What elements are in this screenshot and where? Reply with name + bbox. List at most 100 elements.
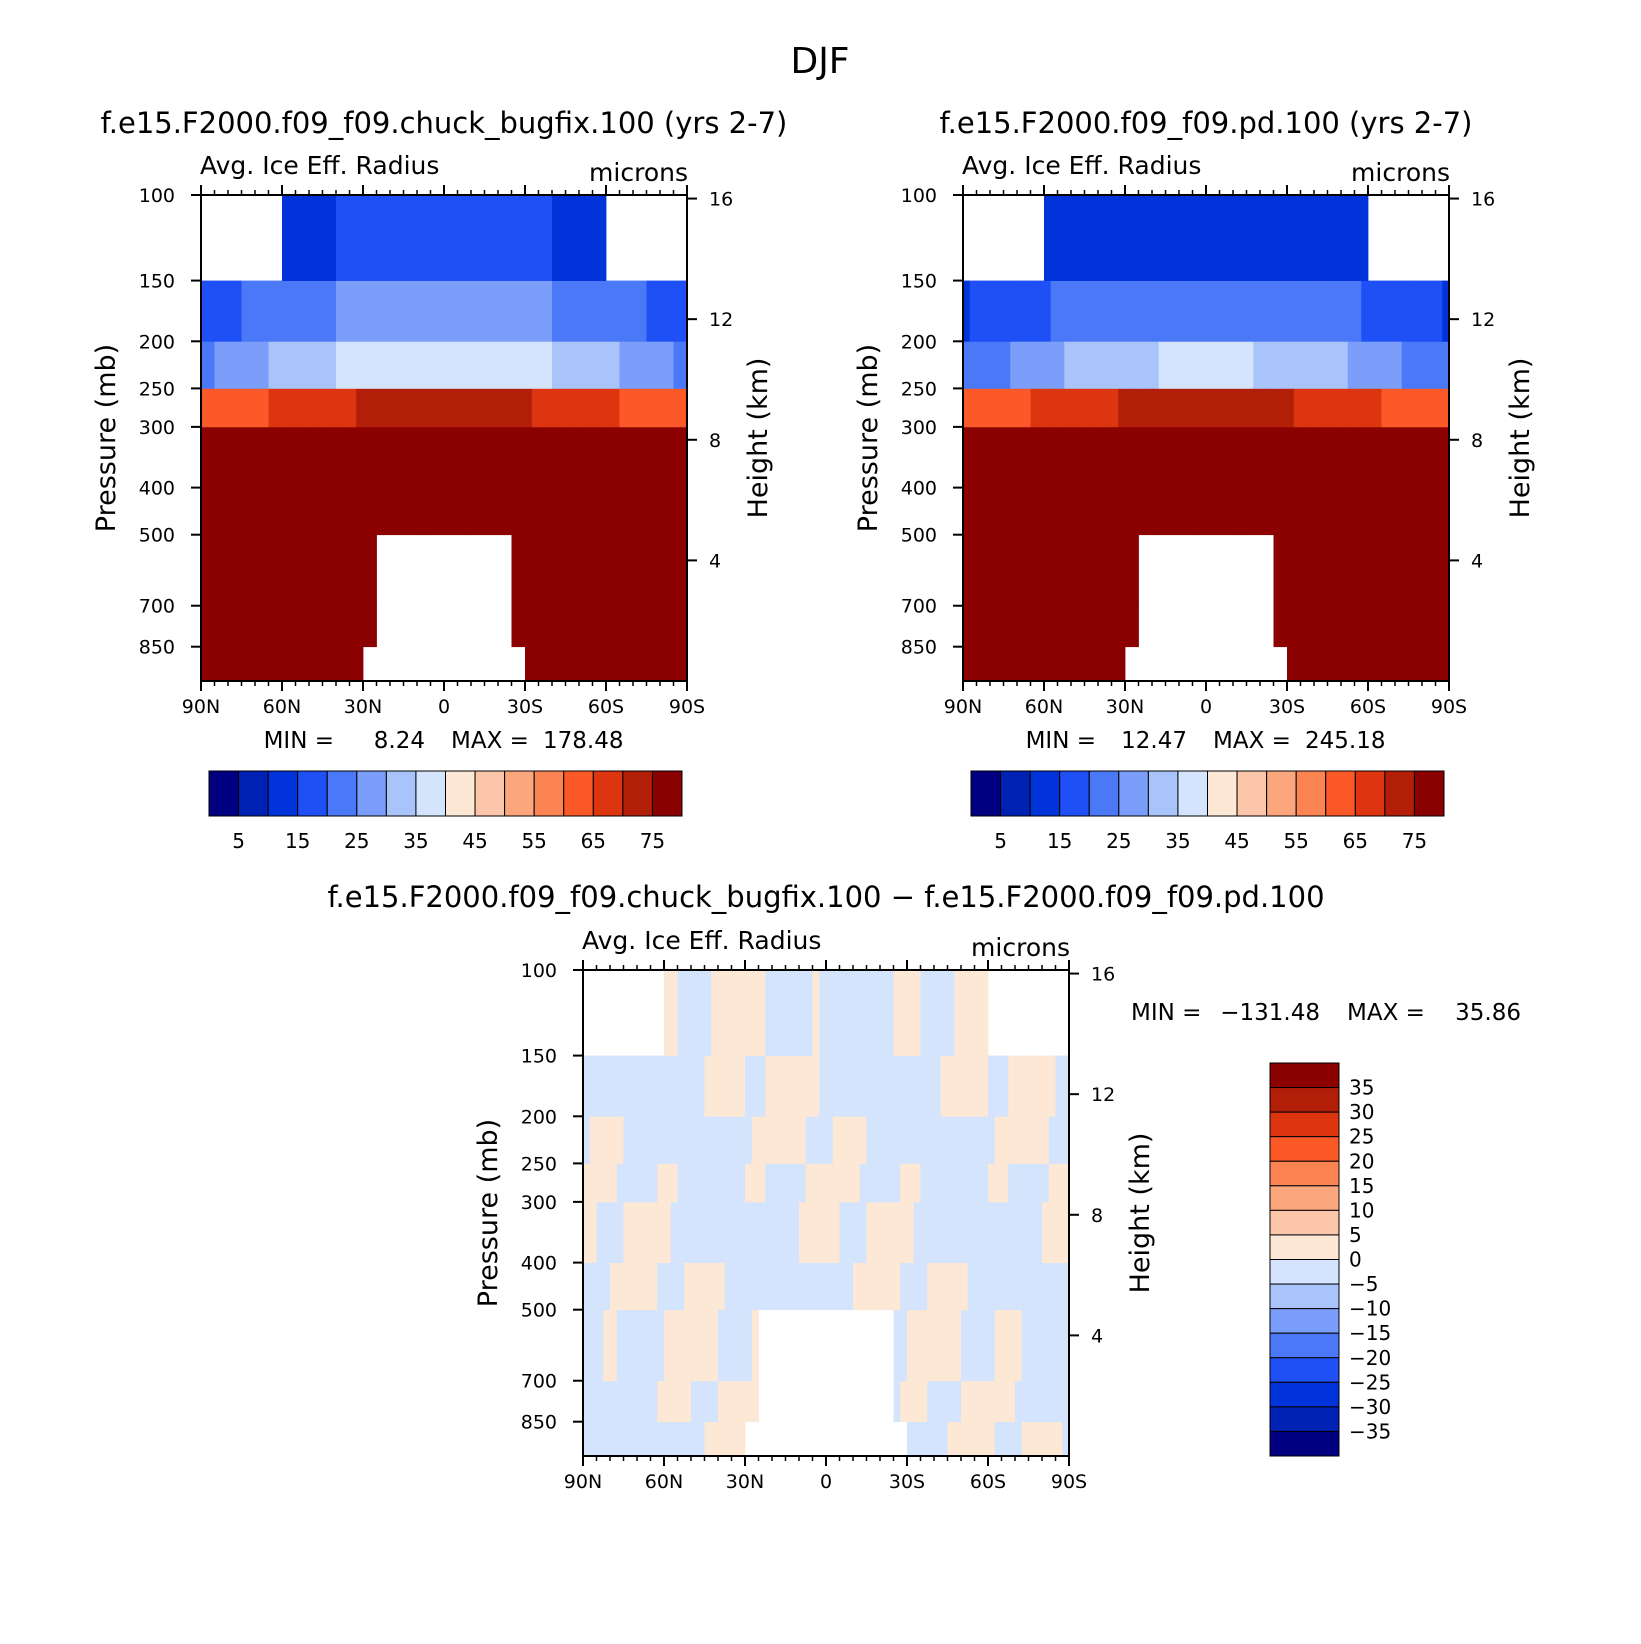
field-cell — [994, 1262, 1002, 1311]
field-cell — [772, 1262, 780, 1311]
field-cell — [1021, 1055, 1029, 1117]
field-cell — [261, 646, 269, 681]
field-cell — [1185, 388, 1193, 428]
field-cell — [1266, 195, 1274, 281]
field-cell — [552, 605, 560, 648]
field-cell — [1199, 487, 1207, 536]
field-cell — [969, 534, 977, 607]
field-cell — [1179, 195, 1187, 281]
field-cell — [1071, 487, 1079, 536]
field-cell — [1098, 605, 1106, 648]
field-cell — [302, 195, 310, 281]
field-cell — [684, 1421, 692, 1456]
field-cell — [1320, 195, 1328, 281]
field-cell — [623, 1309, 631, 1382]
field-cell — [1091, 195, 1099, 281]
field-cell — [1368, 646, 1376, 681]
field-cell — [525, 341, 533, 389]
field-cell — [1091, 341, 1099, 389]
field-cell — [866, 970, 874, 1056]
field-cell — [1280, 426, 1288, 488]
x-tick-label: 30S — [889, 1471, 925, 1493]
y-right-tick-label: 16 — [709, 189, 733, 211]
colorbar-label: 45 — [1224, 829, 1249, 853]
field-cell — [589, 1201, 597, 1263]
field-cell — [315, 195, 323, 281]
field-cell — [599, 426, 607, 488]
field-cell — [1042, 1421, 1050, 1456]
field-cell — [619, 280, 627, 342]
field-cell — [657, 1421, 665, 1456]
field-cell — [504, 426, 512, 488]
field-cell — [954, 1163, 962, 1203]
field-cell — [234, 426, 242, 488]
field-cell — [498, 341, 506, 389]
panel-3-min-value: −131.48 — [1220, 1000, 1320, 1026]
field-cell — [626, 426, 634, 488]
field-cell — [1071, 534, 1079, 607]
field-cell — [677, 1380, 685, 1423]
field-cell — [329, 280, 337, 342]
field-cell — [880, 1116, 888, 1164]
field-cell — [349, 195, 357, 281]
colorbar-box — [1269, 1357, 1340, 1383]
field-cell — [976, 646, 984, 681]
field-cell — [1293, 605, 1301, 648]
field-cell — [417, 388, 425, 428]
field-cell — [531, 605, 539, 648]
colorbar-box — [1266, 770, 1297, 817]
field-cell — [1125, 280, 1133, 342]
field-cell — [1219, 280, 1227, 342]
field-cell — [1435, 426, 1443, 488]
field-cell — [660, 646, 668, 681]
field-cell — [579, 280, 587, 342]
field-cell — [545, 487, 553, 536]
x-tick-label: 90S — [1051, 1471, 1087, 1493]
field-cell — [772, 1116, 780, 1164]
field-cell — [589, 1380, 597, 1423]
panel-3-max-value: 35.86 — [1455, 1000, 1521, 1026]
field-cell — [623, 1201, 631, 1263]
field-cell — [886, 1262, 894, 1311]
field-cell — [282, 605, 290, 648]
field-cell — [1015, 1163, 1023, 1203]
field-cell — [1185, 426, 1193, 488]
field-cell — [1077, 388, 1085, 428]
field-cell — [886, 1163, 894, 1203]
field-cell — [680, 646, 687, 681]
field-cell — [664, 1262, 672, 1311]
field-cell — [1037, 646, 1045, 681]
field-cell — [1037, 426, 1045, 488]
field-cell — [228, 341, 236, 389]
field-cell — [1401, 534, 1409, 607]
field-cell — [1381, 280, 1389, 342]
field-cell — [504, 195, 512, 281]
field-cell — [322, 646, 330, 681]
field-cell — [1185, 341, 1193, 389]
field-cell — [329, 388, 337, 428]
field-cell — [866, 1201, 874, 1263]
field-cell — [255, 605, 263, 648]
field-cell — [1172, 280, 1180, 342]
field-cell — [1037, 341, 1045, 389]
field-cell — [464, 341, 472, 389]
field-cell — [704, 1201, 712, 1263]
field-cell — [589, 1163, 597, 1203]
field-cell — [390, 426, 398, 488]
field-cell — [610, 1262, 618, 1311]
field-cell — [758, 970, 766, 1056]
field-cell — [812, 970, 820, 1056]
field-cell — [954, 1116, 962, 1164]
field-cell — [545, 388, 553, 428]
field-cell — [1408, 426, 1416, 488]
colorbar-label: 55 — [1283, 829, 1308, 853]
field-cell — [988, 1163, 996, 1203]
field-cell — [907, 1309, 915, 1382]
field-cell — [900, 970, 908, 1056]
field-cell — [1091, 426, 1099, 488]
field-cell — [1017, 646, 1025, 681]
field-cell — [630, 1262, 638, 1311]
field-cell — [637, 1163, 645, 1203]
field-cell — [214, 605, 222, 648]
panel-1: f.e15.F2000.f09_f09.chuck_bugfix.100 (yr… — [91, 106, 787, 853]
